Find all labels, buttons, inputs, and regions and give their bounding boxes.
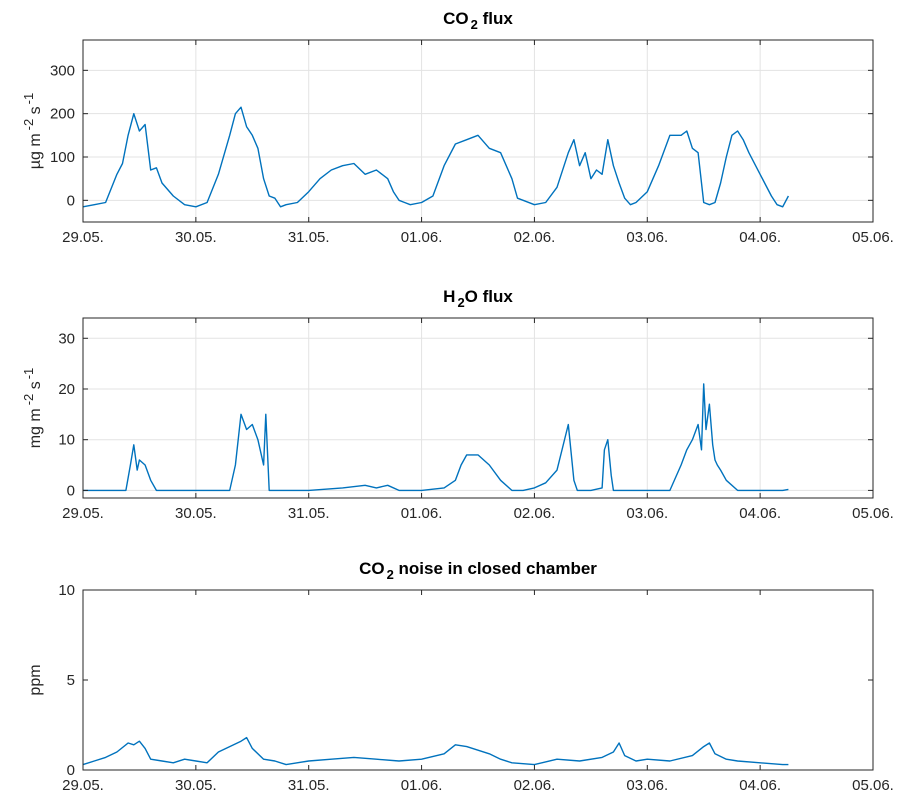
x-tick-label: 04.06. <box>739 505 781 522</box>
y-tick-label: 0 <box>67 482 75 499</box>
x-tick-label: 02.06. <box>514 777 556 794</box>
y-tick-label: 0 <box>67 192 75 209</box>
x-tick-label: 29.05. <box>62 505 104 522</box>
x-tick-label: 04.06. <box>739 777 781 794</box>
x-tick-label: 31.05. <box>288 777 330 794</box>
y-tick-label: 200 <box>50 106 75 123</box>
x-tick-label: 31.05. <box>288 505 330 522</box>
x-tick-label: 03.06. <box>626 229 668 246</box>
chart-title: H 2O flux <box>443 287 513 310</box>
x-tick-label: 05.06. <box>852 229 894 246</box>
x-tick-label: 03.06. <box>626 505 668 522</box>
y-tick-label: 20 <box>58 381 75 398</box>
y-tick-label: 10 <box>58 582 75 599</box>
x-tick-label: 05.06. <box>852 505 894 522</box>
chart-title: CO 2 flux <box>443 9 513 32</box>
y-tick-label: 100 <box>50 149 75 166</box>
x-tick-label: 30.05. <box>175 505 217 522</box>
panel-h2o-flux: 29.05. 30.05. 31.05. 01.06. 02.06. 03.06. 04.0… <box>21 287 894 522</box>
y-tick-label: 300 <box>50 62 75 79</box>
panel-co2-noise: 29.05. 30.05. 31.05. 01.06. 02.06. 03.06. 04.0… <box>27 559 894 794</box>
plot-area <box>83 318 873 498</box>
x-tick-label: 02.06. <box>514 505 556 522</box>
y-axis-label: ppm <box>27 664 44 695</box>
series-line <box>82 736 789 766</box>
x-tick-label: 04.06. <box>739 229 781 246</box>
x-tick-label: 30.05. <box>175 777 217 794</box>
x-tick-label: 03.06. <box>626 777 668 794</box>
x-tick-label: 01.06. <box>401 505 443 522</box>
chart-title: CO 2 noise in closed chamber <box>359 559 597 582</box>
plot-area <box>83 40 873 222</box>
series-line <box>83 383 789 492</box>
axes-box <box>82 39 874 223</box>
axes-box <box>82 317 874 499</box>
x-tick-label: 05.06. <box>852 777 894 794</box>
y-tick-label: 30 <box>58 330 75 347</box>
x-tick-label: 29.05. <box>62 777 104 794</box>
y-axis-label: mg m-2 s-1 <box>21 368 44 449</box>
y-axis-label: µg m-2 s-1 <box>21 93 44 169</box>
x-tick-label: 29.05. <box>62 229 104 246</box>
x-tick-label: 02.06. <box>514 229 556 246</box>
plot-area <box>83 590 873 770</box>
x-tick-label: 30.05. <box>175 229 217 246</box>
panel-co2-flux: 29.05. 30.05. 31.05. 01.06. 02.06. 03.06. 04.0… <box>21 9 894 246</box>
x-tick-label: 01.06. <box>401 777 443 794</box>
y-tick-label: 10 <box>58 432 75 449</box>
y-tick-label: 0 <box>67 762 75 779</box>
series-line <box>82 106 790 208</box>
x-tick-label: 31.05. <box>288 229 330 246</box>
y-tick-label: 5 <box>67 672 75 689</box>
x-tick-label: 01.06. <box>401 229 443 246</box>
